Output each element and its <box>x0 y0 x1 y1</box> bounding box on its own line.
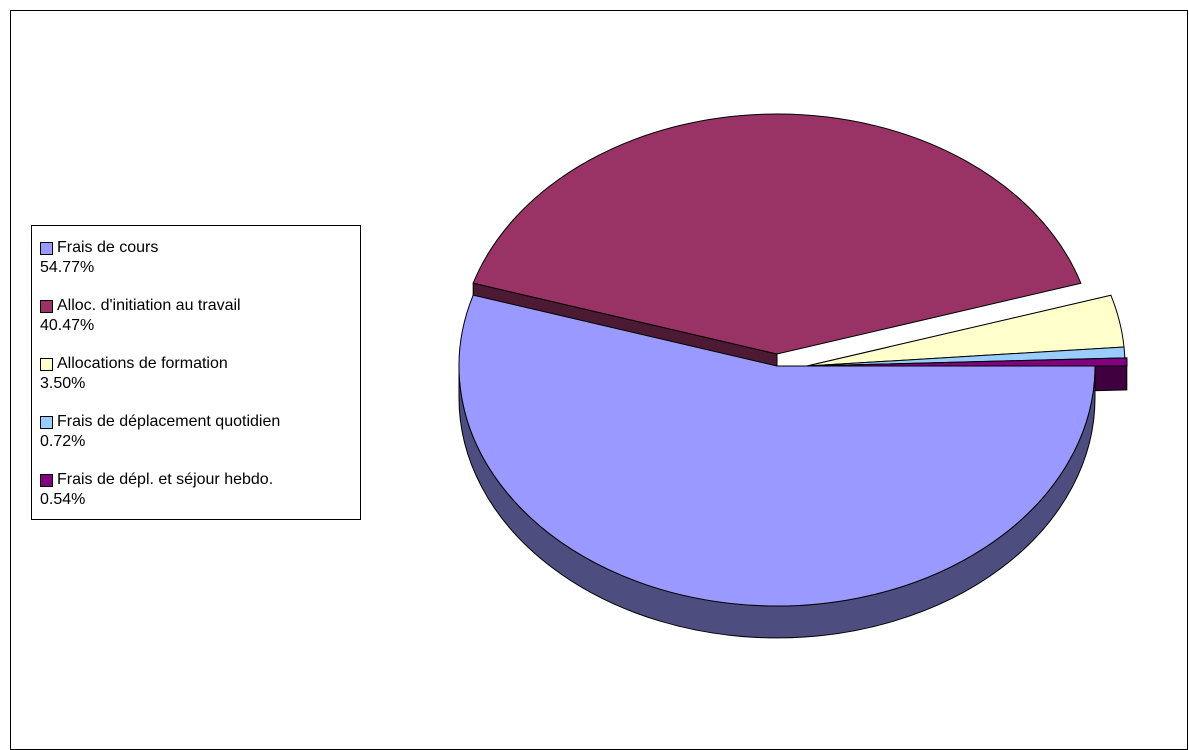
legend-swatch <box>40 415 53 429</box>
legend-value: 54.77% <box>40 259 95 276</box>
legend-value: 0.72% <box>40 433 86 450</box>
legend-value: 3.50% <box>40 375 86 392</box>
legend-label: Frais de cours <box>57 239 159 256</box>
pie-chart <box>458 113 1128 639</box>
legend-swatch <box>40 241 53 255</box>
legend-item: Alloc. d'initiation au travail 40.47% <box>40 296 360 354</box>
legend-item: Frais de cours 54.77% <box>40 238 360 296</box>
pie-slice <box>458 294 1096 607</box>
legend-label: Frais de dépl. et séjour hebdo. <box>57 471 274 488</box>
legend-swatch <box>40 299 53 313</box>
legend-swatch <box>40 473 53 487</box>
chart-area: Frais de cours 54.77% Alloc. d'initiatio… <box>10 10 1188 750</box>
pie-slice <box>472 113 1082 355</box>
legend-value: 0.54% <box>40 491 86 508</box>
legend-label: Allocations de formation <box>57 355 228 372</box>
legend-item: Allocations de formation 3.50% <box>40 354 360 412</box>
legend: Frais de cours 54.77% Alloc. d'initiatio… <box>31 225 361 520</box>
legend-swatch <box>40 357 53 371</box>
legend-item: Frais de déplacement quotidien 0.72% <box>40 412 360 470</box>
pie-top-layer <box>458 113 1128 607</box>
pie-slice <box>808 357 1128 367</box>
legend-label: Frais de déplacement quotidien <box>57 413 281 430</box>
legend-label: Alloc. d'initiation au travail <box>57 297 241 314</box>
legend-value: 40.47% <box>40 317 95 334</box>
legend-item: Frais de dépl. et séjour hebdo. 0.54% <box>40 470 360 528</box>
